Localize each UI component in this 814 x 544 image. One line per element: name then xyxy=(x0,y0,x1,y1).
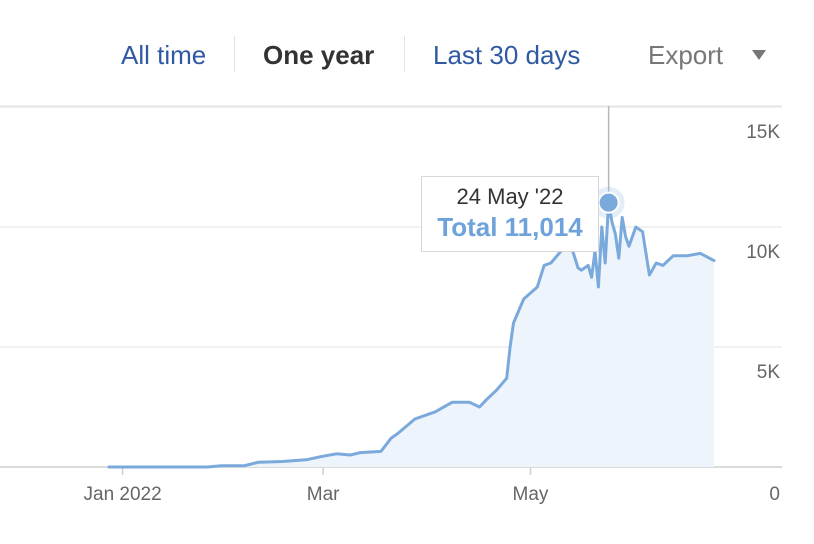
y-tick-label: 10K xyxy=(746,242,780,263)
y-tick-label: 15K xyxy=(746,122,780,143)
chart-tooltip: 24 May '22 Total 11,014 xyxy=(421,176,599,252)
highlight-point xyxy=(597,191,620,214)
tab-divider xyxy=(404,36,405,72)
tab-divider xyxy=(234,36,235,72)
chart-plot xyxy=(107,186,716,469)
series-area xyxy=(109,202,714,467)
chart-labels: Jan 2022 Mar May 15K 10K 5K 0 xyxy=(84,122,781,505)
chevron-down-icon[interactable] xyxy=(752,50,766,60)
x-tick-label: May xyxy=(513,484,549,505)
tab-one-year[interactable]: One year xyxy=(263,40,375,70)
tooltip-date: 24 May '22 xyxy=(456,184,564,209)
export-button[interactable]: Export xyxy=(648,40,724,70)
series-line xyxy=(107,201,716,469)
range-toolbar: All time One year Last 30 days Export xyxy=(0,0,814,104)
tab-all-time[interactable]: All time xyxy=(121,40,207,70)
y-tick-label: 5K xyxy=(757,362,781,383)
tooltip-total: Total 11,014 xyxy=(437,212,583,242)
x-tick-label: Mar xyxy=(307,484,340,505)
tab-last-30-days[interactable]: Last 30 days xyxy=(433,40,581,70)
x-tick-label: Jan 2022 xyxy=(84,484,162,505)
y-tick-label: 0 xyxy=(769,484,780,505)
